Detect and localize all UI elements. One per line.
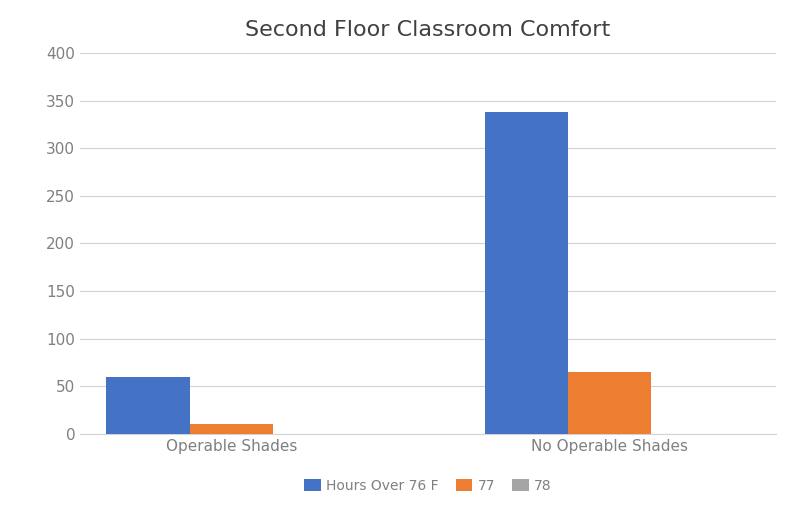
Bar [485,112,568,434]
Bar [568,372,651,434]
Legend: Hours Over 76 F, 77, 78: Hours Over 76 F, 77, 78 [304,479,552,493]
Bar [190,424,273,434]
Title: Second Floor Classroom Comfort: Second Floor Classroom Comfort [246,20,610,40]
Bar [106,377,190,434]
